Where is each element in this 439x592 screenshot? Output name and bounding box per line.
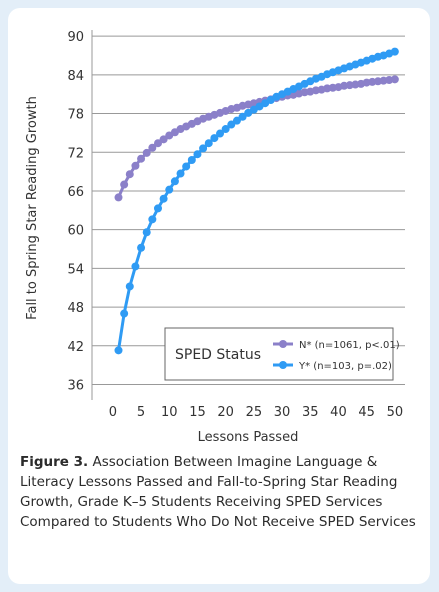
legend-title: SPED Status (175, 347, 261, 363)
data-point (221, 125, 230, 134)
y-tick-label: 78 (67, 108, 84, 123)
y-tick-label: 60 (67, 224, 84, 239)
data-point (131, 161, 140, 170)
data-point (120, 180, 129, 189)
data-point (153, 204, 162, 213)
data-point (137, 154, 146, 163)
y-axis-label: Fall to Spring Star Reading Growth (25, 96, 40, 320)
x-axis-label: Lessons Passed (198, 430, 299, 445)
legend-label: N* (n=1061, p<.01) (299, 340, 400, 351)
data-point (227, 120, 236, 129)
x-tick-label: 30 (274, 405, 291, 420)
x-tick-label: 35 (302, 405, 319, 420)
data-point (114, 346, 123, 355)
x-tick-label: 40 (330, 405, 347, 420)
data-point (125, 282, 134, 291)
data-point (131, 262, 140, 271)
data-point (216, 129, 225, 138)
x-tick-label: 0 (109, 405, 117, 420)
data-point (148, 215, 157, 224)
data-point (165, 185, 174, 194)
x-tick-label: 25 (246, 405, 263, 420)
data-point (120, 309, 129, 318)
data-point (390, 47, 399, 56)
caption-label: Figure 3. (20, 454, 89, 470)
data-point (193, 150, 202, 159)
data-point (232, 116, 241, 125)
y-tick-label: 36 (67, 379, 84, 394)
legend-label: Y* (n=103, p=.02) (298, 361, 392, 372)
x-tick-label: 10 (161, 405, 178, 420)
legend-marker (279, 340, 287, 348)
data-point (182, 162, 191, 171)
legend-marker (279, 361, 287, 369)
data-point (170, 177, 179, 186)
data-point (114, 193, 123, 202)
data-point (153, 139, 162, 148)
y-tick-label: 84 (67, 69, 84, 84)
series-line (117, 50, 396, 351)
data-point (142, 228, 151, 237)
caption-text: Association Between Imagine Language & L… (20, 454, 416, 530)
data-point (199, 144, 208, 153)
y-tick-label: 54 (67, 262, 84, 277)
y-tick-label: 72 (67, 146, 84, 161)
data-point (159, 194, 168, 203)
data-point (204, 139, 213, 148)
data-point (159, 135, 168, 144)
caption: Figure 3. Association Between Imagine La… (20, 452, 420, 532)
x-tick-label: 45 (358, 405, 375, 420)
data-point (210, 134, 219, 143)
x-tick-label: 15 (189, 405, 206, 420)
data-point (148, 143, 157, 152)
x-tick-label: 20 (217, 405, 234, 420)
y-tick-label: 90 (67, 30, 84, 45)
data-point (176, 169, 185, 178)
data-point (142, 148, 151, 157)
data-point (390, 75, 399, 84)
data-point (238, 112, 247, 121)
x-tick-label: 50 (387, 405, 404, 420)
data-point (125, 170, 134, 179)
y-tick-label: 42 (67, 340, 84, 355)
y-tick-label: 48 (67, 301, 84, 316)
x-tick-label: 5 (137, 405, 145, 420)
data-point (187, 156, 196, 164)
legend-box (164, 327, 394, 381)
y-tick-label: 66 (67, 185, 84, 200)
card (8, 8, 430, 584)
data-point (137, 243, 146, 252)
